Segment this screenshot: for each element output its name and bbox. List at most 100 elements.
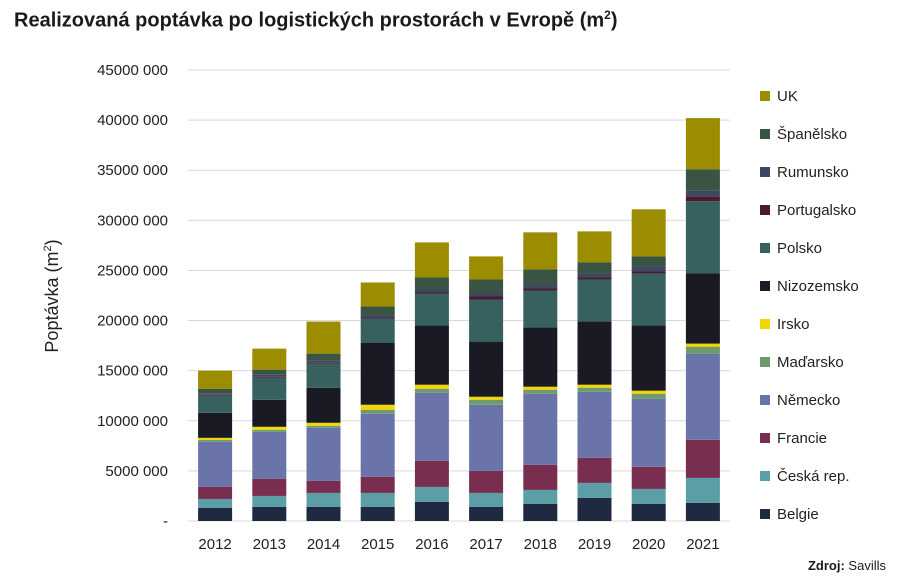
source-note: Zdroj: Savills — [808, 558, 886, 573]
bar-segment — [252, 429, 287, 432]
y-axis-label-end: ) — [42, 239, 62, 245]
bar-segment — [198, 370, 233, 389]
bar-segment — [685, 201, 720, 274]
bar-segment — [631, 273, 666, 326]
bar-segment — [414, 293, 449, 326]
bar-segment — [360, 342, 395, 405]
bar-segment — [414, 388, 449, 393]
bar-segment — [198, 388, 233, 394]
bar-segment — [414, 460, 449, 487]
x-axis-ticks: 2012 2013 2014 2015 2016 2017 2018 2019 2020 2021 — [198, 536, 719, 553]
legend-swatch — [760, 281, 770, 291]
bar-segment — [523, 327, 558, 387]
bar-segment — [469, 399, 504, 405]
bar-segment — [306, 353, 341, 361]
y-tick-label: 15000 000 — [97, 363, 168, 380]
bar-segment — [306, 422, 341, 426]
bar-segment — [685, 190, 720, 197]
bar-segment — [577, 321, 612, 385]
bar-segment — [523, 393, 558, 465]
bar-segment — [360, 317, 395, 319]
bar-segment — [360, 506, 395, 521]
legend-swatch — [760, 129, 770, 139]
bar-segment — [685, 343, 720, 347]
bars — [198, 118, 720, 521]
chart-title-superscript: 2 — [604, 8, 611, 22]
legend-label: Nizozemsko — [777, 278, 859, 295]
bar-segment — [685, 273, 720, 344]
legend-label: Portugalsko — [777, 202, 856, 219]
bar-segment — [252, 369, 287, 375]
bar-segment — [414, 501, 449, 521]
bar-segment — [360, 306, 395, 316]
bar-segment — [360, 413, 395, 477]
legend-swatch — [760, 243, 770, 253]
bar-segment — [577, 482, 612, 498]
y-tick-label: 45000 000 — [97, 62, 168, 79]
legend-label: Česká rep. — [777, 468, 850, 485]
y-axis-label: Poptávka (m2) — [42, 239, 62, 352]
bar-segment — [631, 209, 666, 257]
bar-segment — [360, 409, 395, 414]
bar-segment — [523, 290, 558, 328]
chart-title-text: Realizovaná poptávka po logistických pro… — [14, 9, 605, 32]
bar-segment — [306, 360, 341, 363]
bar-segment — [577, 497, 612, 521]
bar-segment — [414, 292, 449, 294]
bar-segment — [306, 425, 341, 428]
bar-segment — [469, 404, 504, 471]
bar-segment — [469, 279, 504, 294]
legend-swatch — [760, 357, 770, 367]
legend-swatch — [760, 433, 770, 443]
bar-segment — [414, 242, 449, 278]
bar-segment — [685, 353, 720, 440]
bar-segment — [306, 387, 341, 423]
y-tick-label: - — [163, 513, 168, 530]
bar-segment — [198, 439, 233, 442]
legend-swatch — [760, 395, 770, 405]
bar-segment — [414, 325, 449, 385]
y-tick-label: 40000 000 — [97, 112, 168, 129]
bar-segment — [469, 341, 504, 397]
bar-segment — [306, 321, 341, 354]
bar-segment — [252, 478, 287, 496]
bar-segment — [252, 377, 287, 400]
bar-segment — [523, 389, 558, 394]
bar-segment — [360, 282, 395, 307]
bar-segment — [631, 266, 666, 272]
bar-segment — [523, 503, 558, 521]
bar-segment — [469, 492, 504, 507]
bar-segment — [198, 393, 233, 395]
legend-label: Polsko — [777, 240, 822, 257]
bar-segment — [685, 346, 720, 354]
bar-segment — [252, 495, 287, 507]
chart-title: Realizovaná poptávka po logistických pro… — [14, 8, 618, 33]
bar-segment — [469, 296, 504, 300]
bar-segment — [685, 196, 720, 202]
x-tick-label: 2019 — [578, 536, 611, 553]
bar-segment — [360, 404, 395, 410]
legend-label: Francie — [777, 430, 827, 447]
source-label: Zdroj: — [807, 558, 845, 573]
bar-segment — [577, 457, 612, 483]
bar-segment — [198, 498, 233, 508]
bar-segment — [414, 277, 449, 290]
legend-swatch — [760, 319, 770, 329]
bar-segment — [306, 427, 341, 481]
bar-segment — [523, 489, 558, 504]
legend-label: Španělsko — [777, 126, 847, 143]
legend-label: Rumunsko — [777, 164, 849, 181]
y-axis-label-superscript: 2 — [42, 245, 54, 251]
legend-swatch — [760, 471, 770, 481]
bar-segment — [306, 480, 341, 493]
bar-segment — [414, 289, 449, 293]
bar-segment — [685, 169, 720, 191]
bar-segment — [469, 299, 504, 342]
bar-segment — [631, 271, 666, 274]
bar-segment — [360, 492, 395, 507]
bar-segment — [523, 464, 558, 490]
bar-segment — [198, 507, 233, 521]
bar-segment — [685, 477, 720, 503]
bar-segment — [198, 394, 233, 396]
bar-segment — [198, 441, 233, 487]
